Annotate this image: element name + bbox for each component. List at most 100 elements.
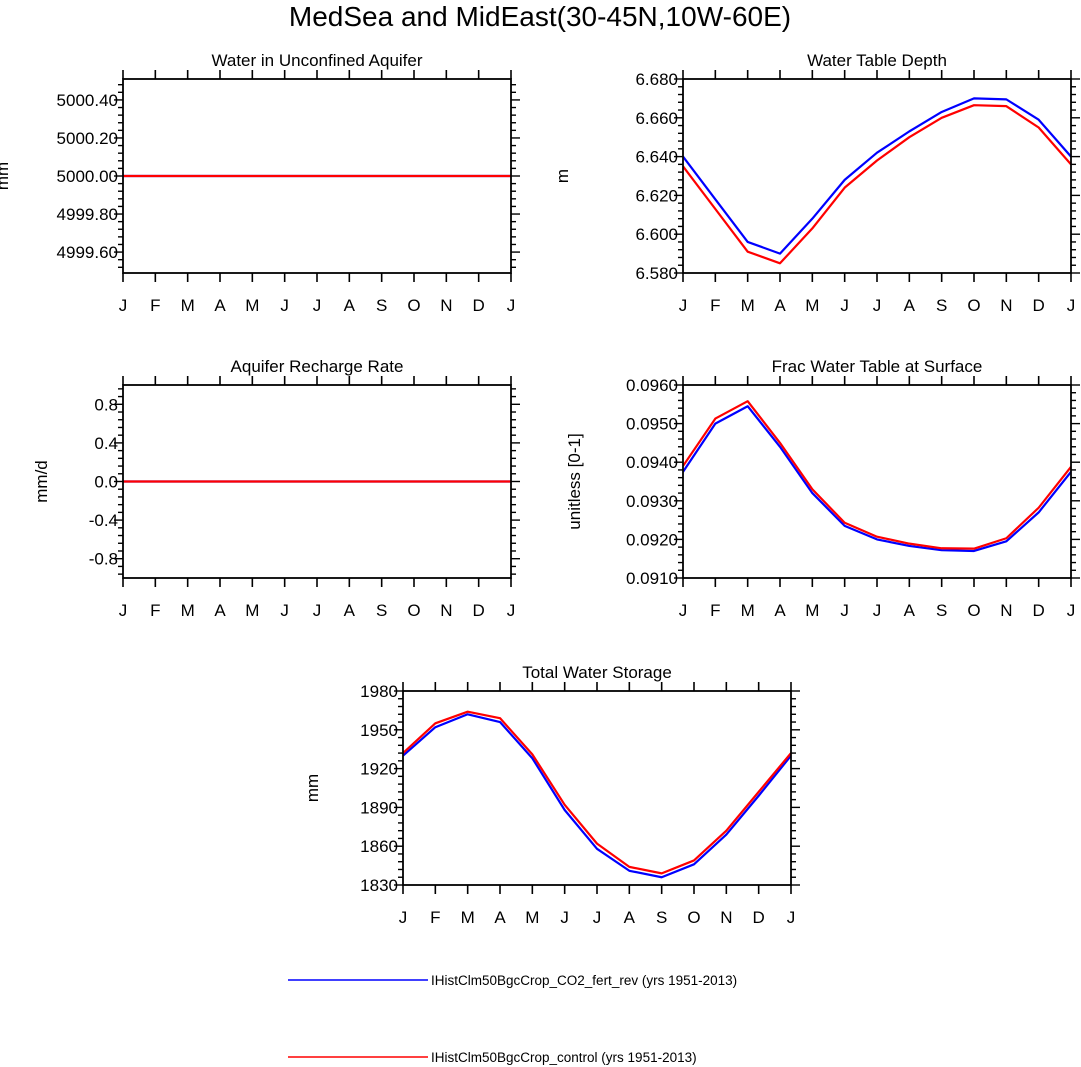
y-tick-label: 1950 <box>360 721 398 740</box>
x-tick-label: J <box>593 908 602 927</box>
x-tick-label: J <box>679 296 688 315</box>
x-tick-label: J <box>280 296 289 315</box>
x-tick-label: D <box>473 296 485 315</box>
x-tick-label: N <box>720 908 732 927</box>
x-tick-label: J <box>840 296 849 315</box>
x-tick-label: M <box>181 601 195 620</box>
x-tick-label: O <box>407 296 420 315</box>
y-tick-label: 6.600 <box>635 225 678 244</box>
x-tick-label: J <box>399 908 408 927</box>
x-tick-label: J <box>507 296 516 315</box>
x-tick-label: S <box>376 601 387 620</box>
y-tick-label: 1860 <box>360 837 398 856</box>
figure-title: MedSea and MidEast(30-45N,10W-60E) <box>289 1 791 32</box>
legend-label-series-2: IHistClm50BgcCrop_control (yrs 1951-2013… <box>431 1050 697 1065</box>
panel-title: Aquifer Recharge Rate <box>231 357 404 376</box>
x-tick-label: J <box>313 601 322 620</box>
y-axis-label: mm <box>303 774 322 802</box>
y-tick-label: 5000.20 <box>57 129 118 148</box>
y-tick-label: 6.660 <box>635 109 678 128</box>
x-tick-label: N <box>440 296 452 315</box>
x-tick-label: D <box>473 601 485 620</box>
x-tick-label: M <box>245 601 259 620</box>
panel-title: Water Table Depth <box>807 51 947 70</box>
y-tick-label: 5000.00 <box>57 167 118 186</box>
x-tick-label: J <box>873 296 882 315</box>
series-line-2 <box>683 400 1071 550</box>
x-tick-label: O <box>967 601 980 620</box>
x-tick-label: J <box>787 908 796 927</box>
panel-title: Frac Water Table at Surface <box>772 357 983 376</box>
x-tick-label: M <box>741 601 755 620</box>
y-tick-label: 0.4 <box>94 434 118 453</box>
x-tick-label: J <box>119 601 128 620</box>
series-line-1 <box>683 405 1071 553</box>
x-tick-label: J <box>1067 296 1076 315</box>
panel-title: Total Water Storage <box>522 663 672 682</box>
x-tick-label: A <box>904 601 916 620</box>
y-tick-label: 0.0920 <box>626 530 678 549</box>
x-tick-label: A <box>494 908 506 927</box>
plot-frame <box>402 690 792 886</box>
y-tick-label: 0.0 <box>94 473 118 492</box>
x-tick-label: A <box>214 601 226 620</box>
chart-panel-4: Frac Water Table at Surface unitless [0-1… <box>565 357 1080 620</box>
y-axis-label: unitless [0-1] <box>565 433 584 529</box>
x-tick-label: A <box>214 296 226 315</box>
series-group <box>403 710 791 879</box>
x-tick-label: O <box>407 601 420 620</box>
x-tick-label: A <box>344 601 356 620</box>
x-tick-label: M <box>181 296 195 315</box>
y-tick-label: 4999.80 <box>57 205 118 224</box>
y-tick-label: 5000.40 <box>57 91 118 110</box>
x-tick-label: N <box>1000 601 1012 620</box>
x-tick-label: N <box>1000 296 1012 315</box>
x-tick-label: S <box>936 601 947 620</box>
legend: IHistClm50BgcCrop_CO2_fert_rev (yrs 1951… <box>288 973 737 1065</box>
y-tick-label: 6.680 <box>635 70 678 89</box>
series-line-1 <box>683 97 1071 255</box>
y-tick-label: 0.0930 <box>626 492 678 511</box>
series-line-2 <box>683 104 1071 265</box>
x-tick-label: M <box>245 296 259 315</box>
x-tick-label: A <box>624 908 636 927</box>
series-group <box>683 97 1071 265</box>
x-tick-label: J <box>873 601 882 620</box>
x-tick-label: S <box>656 908 667 927</box>
series-group <box>683 400 1071 553</box>
plot-frame <box>682 384 1072 579</box>
x-tick-label: A <box>774 601 786 620</box>
y-tick-label: 0.0960 <box>626 376 678 395</box>
y-axis-label: m <box>553 169 572 183</box>
x-tick-label: J <box>507 601 516 620</box>
x-tick-label: J <box>679 601 688 620</box>
y-tick-label: 1830 <box>360 876 398 895</box>
x-tick-label: M <box>741 296 755 315</box>
x-tick-label: J <box>1067 601 1076 620</box>
x-tick-label: O <box>687 908 700 927</box>
x-tick-label: A <box>774 296 786 315</box>
x-tick-label: F <box>710 296 720 315</box>
x-tick-label: D <box>753 908 765 927</box>
x-tick-label: F <box>710 601 720 620</box>
y-axis-label: mm/d <box>32 460 51 503</box>
y-tick-label: 1920 <box>360 760 398 779</box>
y-tick-label: 4999.60 <box>57 243 118 262</box>
panel-title: Water in Unconfined Aquifer <box>211 51 422 70</box>
x-tick-label: S <box>936 296 947 315</box>
y-axis-label: mm <box>0 162 12 190</box>
x-tick-label: A <box>904 296 916 315</box>
series-line-2 <box>403 710 791 875</box>
x-tick-label: S <box>376 296 387 315</box>
x-tick-label: M <box>525 908 539 927</box>
x-tick-label: J <box>560 908 569 927</box>
y-tick-label: 0.8 <box>94 395 118 414</box>
x-tick-label: A <box>344 296 356 315</box>
x-tick-label: M <box>805 601 819 620</box>
x-tick-label: D <box>1033 601 1045 620</box>
legend-label-series-1: IHistClm50BgcCrop_CO2_fert_rev (yrs 1951… <box>431 973 737 988</box>
